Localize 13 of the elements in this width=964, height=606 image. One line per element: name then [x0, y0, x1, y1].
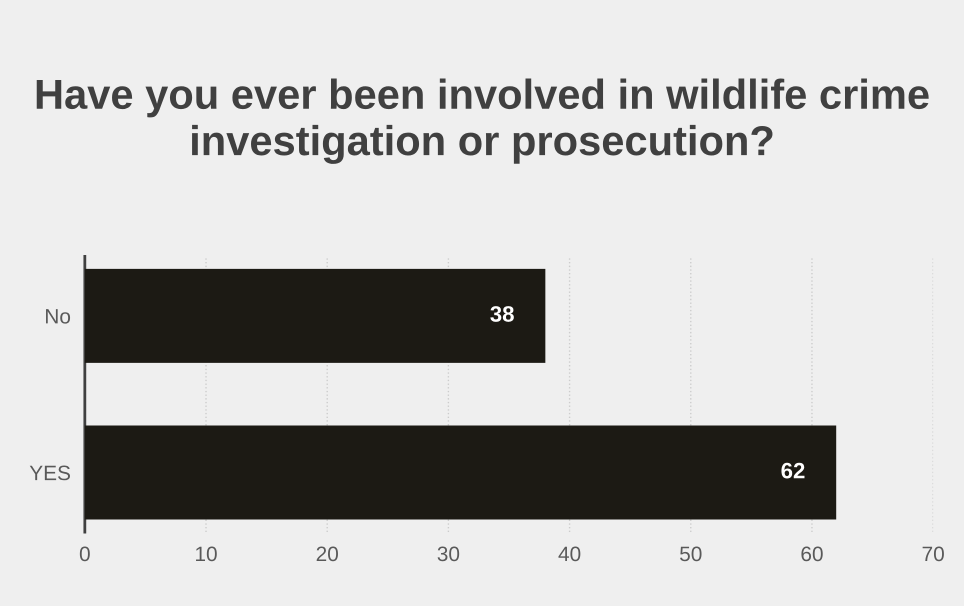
y-tick-label: No [46, 309, 70, 324]
x-tick-label: 10 [196, 546, 217, 562]
data-label: 62 [781, 462, 804, 478]
x-tick-label: 60 [801, 546, 823, 562]
x-tick-label: 30 [438, 546, 460, 562]
x-tick-label: 40 [558, 546, 580, 562]
x-tick-label: 20 [316, 546, 338, 562]
chart-title: Have you ever been involved in wildlife crime investigation or prosecution? [36, 78, 929, 164]
y-tick-label: YES [30, 466, 70, 480]
x-tick-label: 70 [922, 546, 944, 562]
x-tick-label: 0 [80, 546, 90, 562]
x-tick-label: 50 [680, 546, 702, 562]
data-label: 38 [490, 306, 514, 322]
